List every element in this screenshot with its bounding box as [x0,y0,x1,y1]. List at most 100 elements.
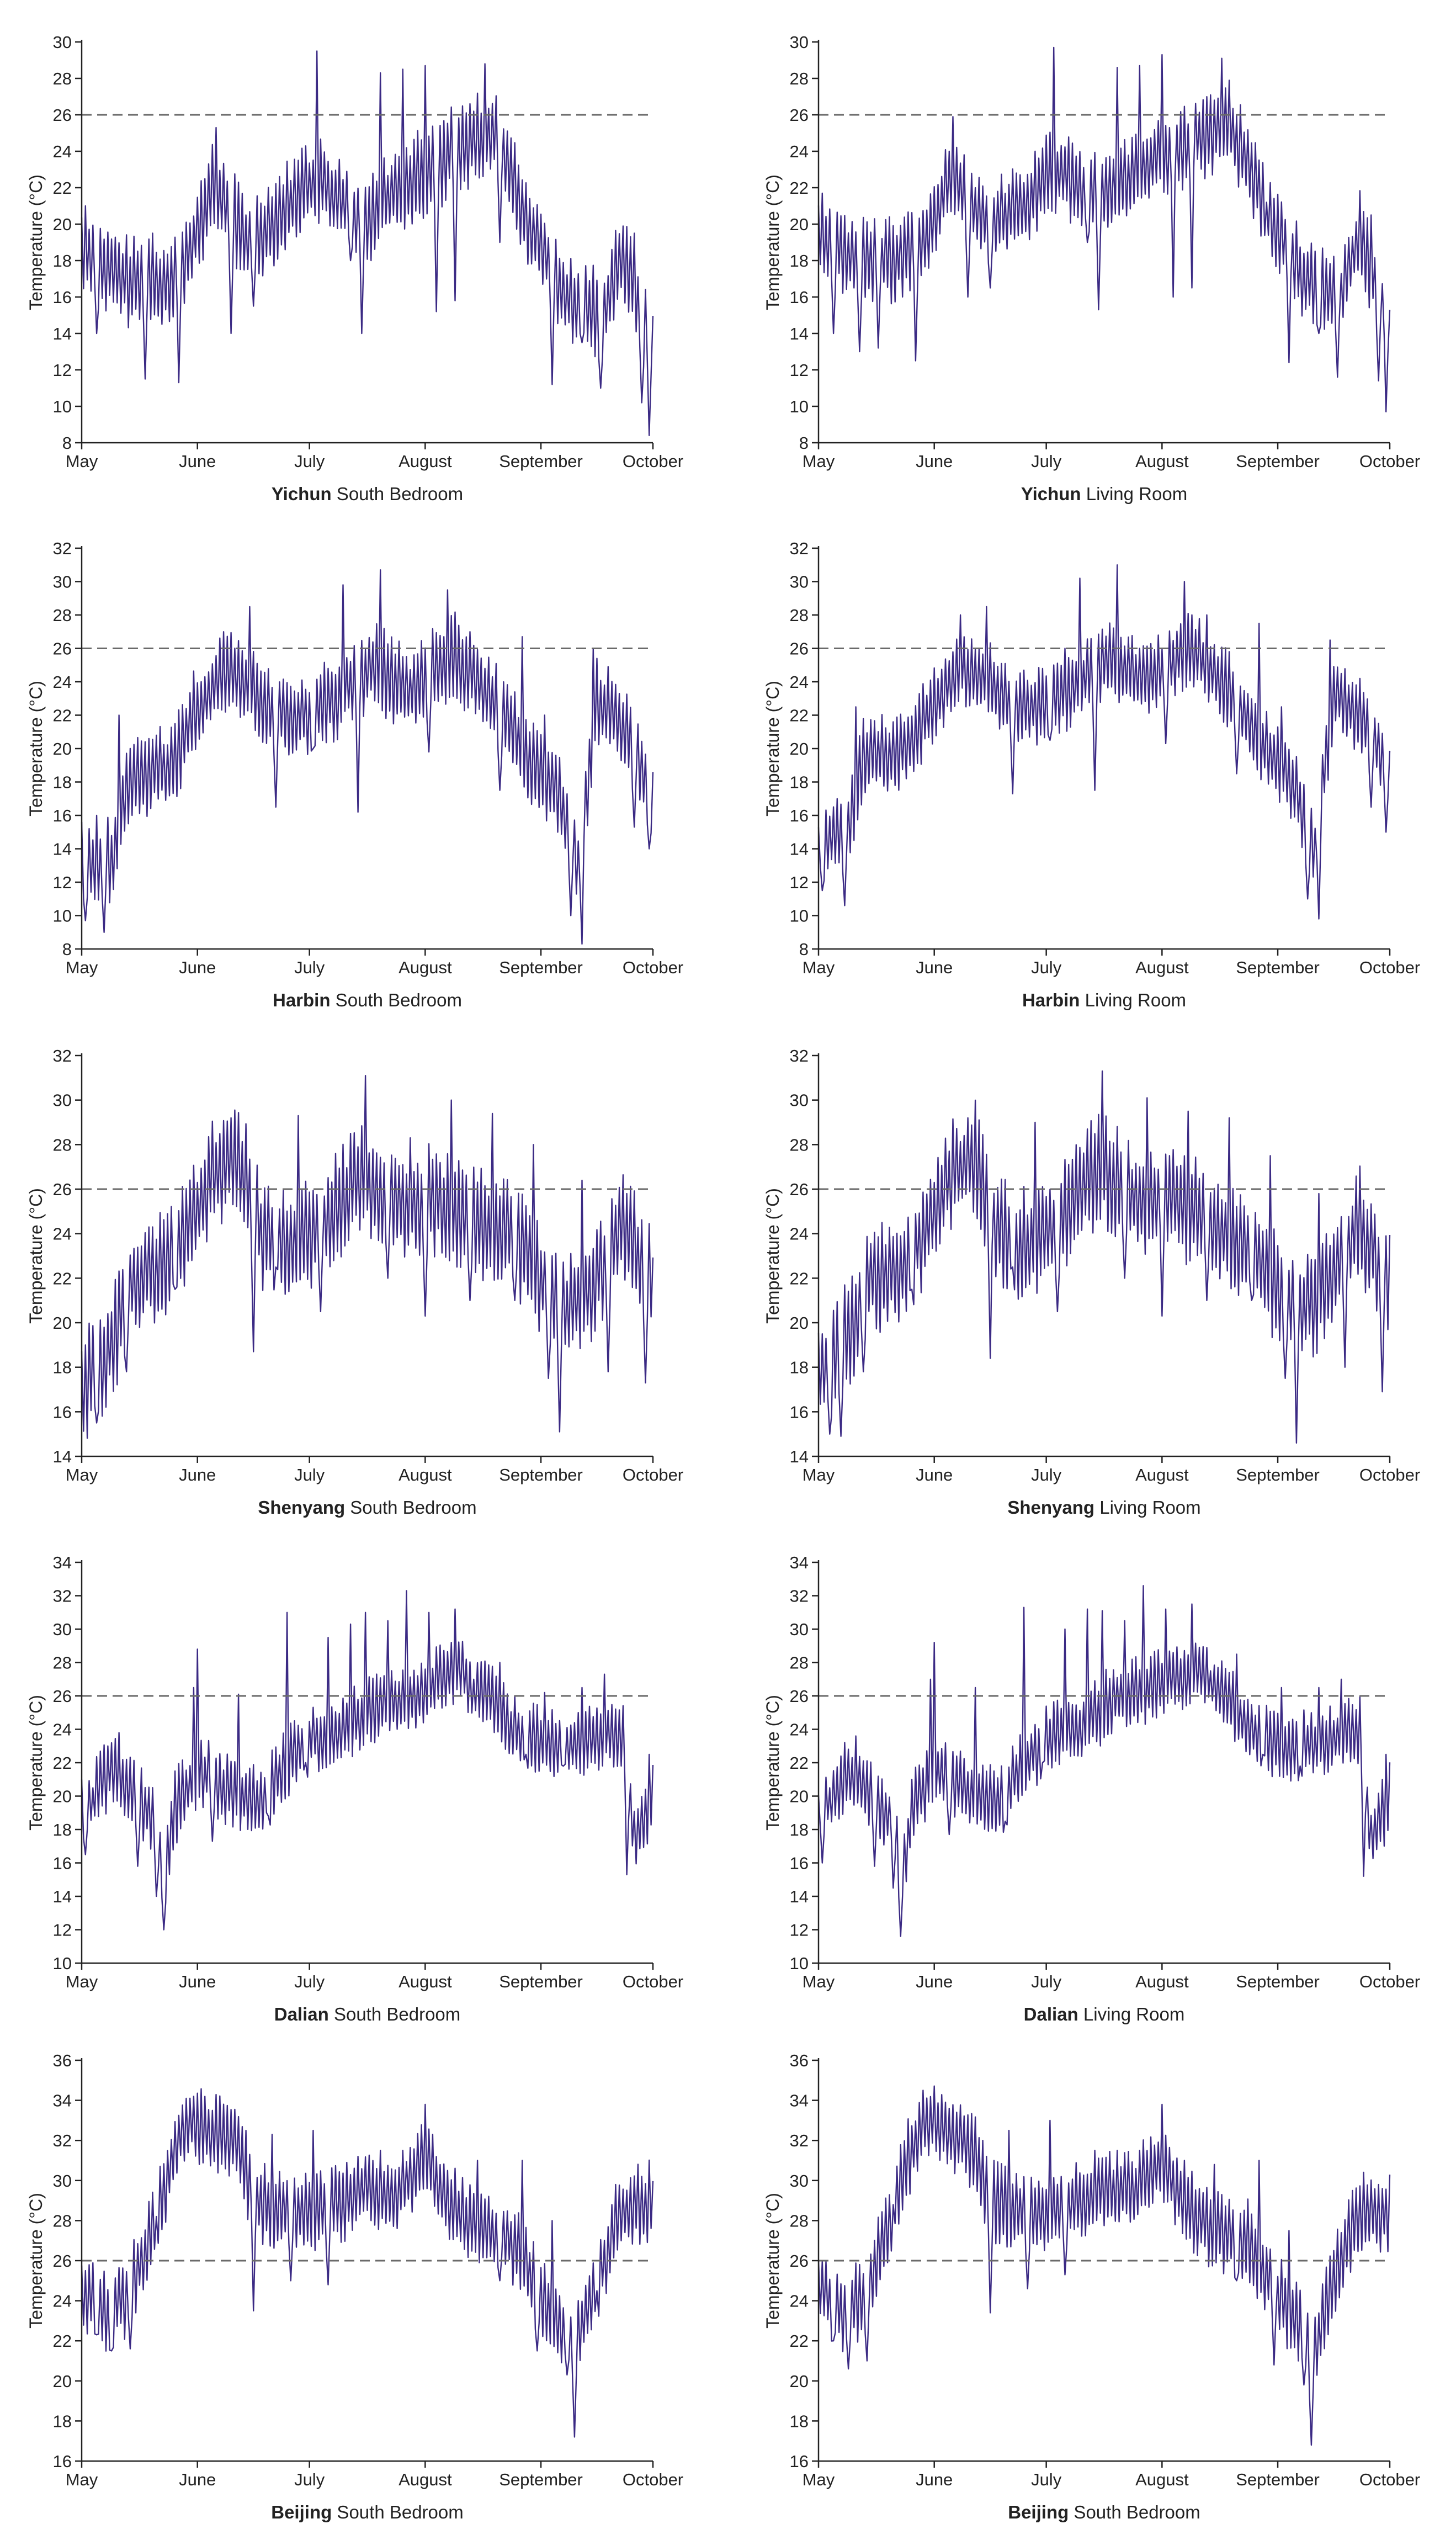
caption-room: Living Room [1078,2004,1185,2024]
y-axis-label: Temperature (°C) [26,174,46,310]
y-tick-label: 28 [53,69,72,88]
temperature-series [81,1075,654,1439]
y-tick-label: 22 [53,2331,72,2351]
y-tick-label: 24 [790,672,809,692]
chart-caption: Harbin Living Room [1022,990,1186,1010]
x-tick-label: September [1236,1972,1320,1991]
x-tick-label: July [294,2470,325,2489]
x-tick-label: July [294,1972,325,1991]
x-tick-label: May [66,1465,98,1484]
x-tick-label: October [1359,2470,1420,2489]
y-tick-label: 20 [790,215,809,234]
chart-caption: Shenyang Living Room [1007,1497,1200,1518]
caption-room: South Bedroom [329,2004,460,2024]
temperature-series [81,1590,654,1931]
temperature-series [81,50,654,436]
x-tick-label: May [803,958,835,977]
y-tick-label: 26 [53,1687,72,1706]
y-tick-label: 28 [53,2211,72,2230]
y-tick-label: 12 [53,1921,72,1940]
y-tick-label: 36 [790,2051,809,2070]
y-tick-label: 24 [790,1224,809,1244]
x-tick-label: May [803,1465,835,1484]
y-tick-label: 24 [790,142,809,161]
caption-city: Shenyang [1007,1497,1094,1518]
y-tick-label: 16 [790,2452,809,2471]
y-tick-label: 24 [790,2292,809,2311]
y-tick-label: 32 [53,539,72,558]
y-tick-label: 26 [790,1180,809,1199]
x-tick-label: July [294,958,325,977]
caption-city: Beijing [1008,2502,1069,2522]
caption-city: Shenyang [258,1497,345,1518]
y-tick-label: 16 [53,1854,72,1873]
x-tick-label: May [803,452,835,471]
y-tick-label: 32 [53,1046,72,1065]
y-tick-label: 34 [790,2091,809,2111]
temperature-series [81,569,654,945]
y-tick-label: 22 [790,2331,809,2351]
x-tick-label: June [179,452,216,471]
y-tick-label: 32 [53,1587,72,1606]
chart-dalian-left: 10 12 14 16 18 20 22 24 26 28 30 32 34 May June July Aug… [26,1553,683,2024]
x-tick-label: August [398,958,452,977]
y-axis-label: Temperature (°C) [763,2193,783,2329]
y-tick-label: 28 [790,2211,809,2230]
y-tick-label: 18 [53,1358,72,1377]
x-tick-label: October [1359,1972,1420,1991]
x-tick-label: August [1135,958,1189,977]
y-tick-label: 20 [53,215,72,234]
caption-city: Harbin [1022,990,1080,1010]
y-tick-label: 16 [790,1402,809,1422]
y-tick-label: 14 [790,840,809,859]
y-axis-label: Temperature (°C) [763,681,783,816]
y-tick-label: 24 [53,142,72,161]
caption-room: South Bedroom [1069,2502,1200,2522]
y-tick-label: 16 [53,1402,72,1422]
temperature-series [817,1585,1391,1937]
x-tick-label: October [623,1972,683,1991]
y-tick-label: 10 [53,906,72,926]
x-tick-label: May [66,452,98,471]
y-tick-label: 12 [53,360,72,380]
x-tick-label: June [179,958,216,977]
y-tick-label: 22 [53,706,72,725]
y-tick-label: 30 [53,2171,72,2191]
y-tick-label: 22 [790,1269,809,1288]
y-tick-label: 12 [790,360,809,380]
y-tick-label: 34 [53,1553,72,1572]
y-axis-label: Temperature (°C) [26,2193,46,2329]
chart-harbin-left: 8 10 12 14 16 18 20 22 24 26 28 30 32 May June July Augu… [26,539,683,1010]
y-tick-label: 10 [790,906,809,926]
x-tick-label: September [1236,1465,1320,1484]
x-tick-label: July [294,452,325,471]
caption-room: South Bedroom [345,1497,476,1518]
x-tick-label: June [179,2470,216,2489]
y-tick-label: 30 [790,572,809,592]
y-tick-label: 18 [790,1358,809,1377]
y-tick-label: 24 [53,1224,72,1244]
y-tick-label: 30 [790,1620,809,1639]
chart-caption: Beijing South Bedroom [1008,2502,1200,2522]
y-tick-label: 20 [53,2372,72,2391]
caption-room: Living Room [1094,1497,1201,1518]
caption-room: Living Room [1081,484,1188,504]
axes [81,2058,653,2462]
y-tick-label: 20 [790,739,809,759]
x-tick-label: June [916,958,953,977]
y-tick-label: 22 [53,178,72,198]
temperature-series [817,1070,1391,1444]
y-tick-label: 8 [62,940,72,959]
chart-shenyang-left: 14 16 18 20 22 24 26 28 30 32 May June July August Sep… [26,1046,683,1518]
x-tick-label: October [623,452,683,471]
chart-caption: Yichun Living Room [1021,484,1187,504]
x-tick-label: October [1359,958,1420,977]
y-tick-label: 28 [53,1653,72,1673]
y-tick-label: 26 [790,1687,809,1706]
y-tick-label: 26 [53,105,72,125]
y-tick-label: 18 [790,2411,809,2431]
y-tick-label: 22 [53,1269,72,1288]
x-tick-label: July [1031,452,1062,471]
y-tick-label: 12 [790,1921,809,1940]
